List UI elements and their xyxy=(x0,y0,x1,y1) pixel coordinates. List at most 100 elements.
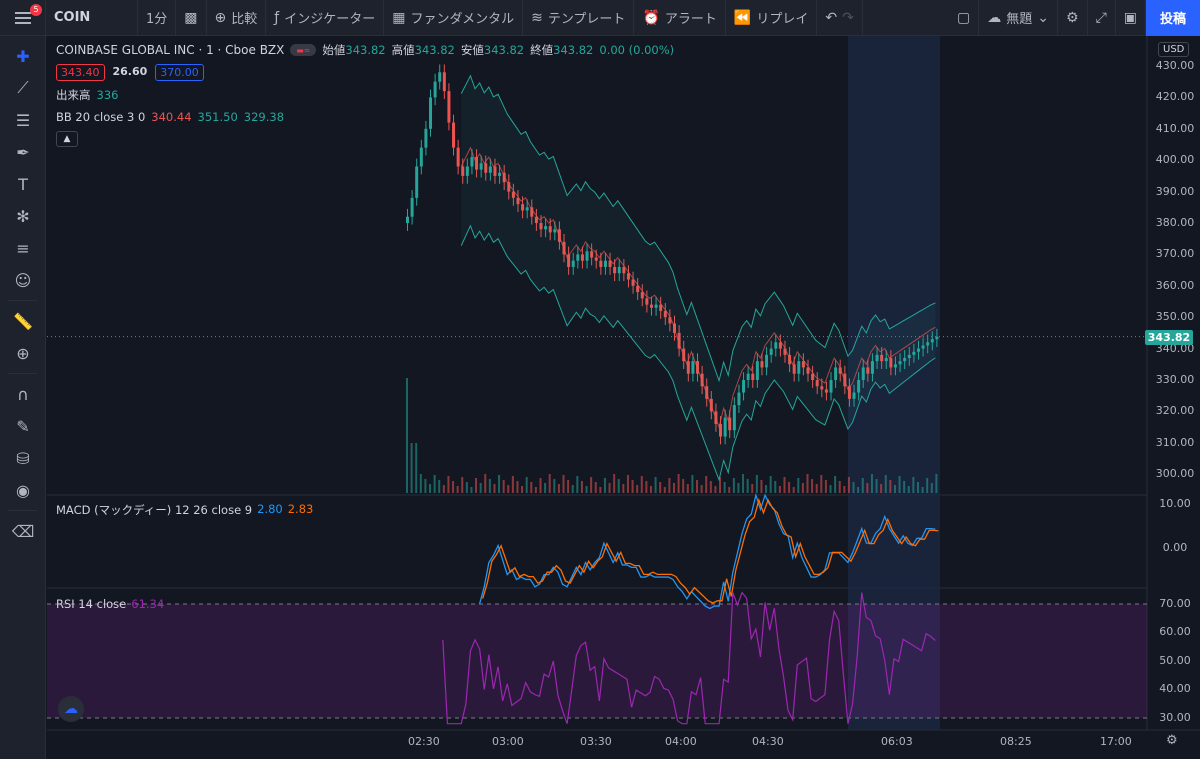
notification-badge: 5 xyxy=(30,3,42,16)
magnet-tool[interactable]: ∩ xyxy=(0,378,46,410)
candle-body xyxy=(576,254,580,261)
rsi-legend: RSI 14 close 61.34 xyxy=(56,597,164,611)
price-tick-label: 360.00 xyxy=(1155,278,1195,292)
pattern-tool[interactable]: ✻ xyxy=(0,200,46,232)
cloud-logo-icon: ☁ xyxy=(64,701,78,717)
fundamentals-button[interactable]: ▦ ファンダメンタル xyxy=(384,0,524,36)
legend-visibility-toggle[interactable]: ▬≈ xyxy=(290,44,317,56)
macd-tick-label: 10.00 xyxy=(1159,497,1191,510)
gear-icon: ⚙ xyxy=(1166,733,1178,748)
candle-body xyxy=(654,304,658,308)
collapse-legend-button[interactable]: ▲ xyxy=(56,131,78,147)
volume-bar xyxy=(728,487,731,493)
undo-button[interactable]: ↶ ↷ xyxy=(817,0,863,36)
candle-body xyxy=(732,405,736,431)
candle-body xyxy=(898,361,902,365)
tradingview-logo[interactable]: ☁ xyxy=(58,696,84,722)
main-menu-button[interactable]: 5 xyxy=(0,0,46,36)
text-tool[interactable]: T xyxy=(0,168,46,200)
measure-tool[interactable]: 📏 xyxy=(0,305,46,337)
plus-circle-icon: ⊕ xyxy=(214,9,227,26)
zoom-tool[interactable]: ⊕ xyxy=(0,337,46,369)
hide-tool[interactable]: ◉ xyxy=(0,474,46,506)
candle-body xyxy=(613,266,617,274)
candle-body xyxy=(935,336,939,340)
time-tick-label: 04:00 xyxy=(665,735,697,748)
templates-button[interactable]: ≋ テンプレート xyxy=(523,0,635,36)
eye-icon: ◉ xyxy=(16,480,30,500)
volume-bar xyxy=(884,475,887,493)
chart-type-button[interactable]: ▩ xyxy=(176,0,207,36)
volume-bar xyxy=(544,483,547,493)
redo-icon[interactable]: ↷ xyxy=(842,9,854,26)
candle-body xyxy=(926,342,930,346)
volume-bar xyxy=(778,486,781,493)
prediction-tool[interactable]: ≡ xyxy=(0,232,46,264)
volume-bar xyxy=(824,480,827,493)
volume-bar xyxy=(622,484,625,493)
fullscreen-button[interactable]: ⤢ xyxy=(1088,0,1116,36)
lock-drawing-tool[interactable]: ✎ xyxy=(0,410,46,442)
fullscreen-icon: ⤢ xyxy=(1095,9,1107,26)
volume-bar xyxy=(691,475,694,493)
volume-bar xyxy=(742,474,745,493)
candle-body xyxy=(548,226,552,233)
indicators-button[interactable]: ƒ インジケーター xyxy=(266,0,385,36)
compare-button[interactable]: ⊕ 比較 xyxy=(207,0,267,36)
candle-body xyxy=(907,354,911,359)
layout-name-dropdown[interactable]: ☁ 無題 ⌄ xyxy=(979,0,1058,36)
layout-button[interactable]: ▢ xyxy=(949,0,980,36)
price-tick-label: 430.00 xyxy=(1155,59,1195,72)
settings-button[interactable]: ⚙ xyxy=(1058,0,1088,36)
emoji-tool[interactable]: ☺ xyxy=(0,264,46,296)
currency-label[interactable]: USD xyxy=(1158,42,1190,57)
chart-canvas[interactable] xyxy=(47,36,1200,759)
volume-bar xyxy=(479,483,482,493)
toolbar-divider xyxy=(8,510,37,511)
candle-body xyxy=(649,304,653,308)
volume-bar xyxy=(935,474,938,493)
crosshair-tool[interactable]: ✚ xyxy=(0,40,46,72)
volume-bar xyxy=(498,475,501,493)
candle-body xyxy=(599,260,603,267)
candle-body xyxy=(774,342,778,349)
volume-value: 336 xyxy=(96,88,119,102)
axis-settings-button[interactable]: ⚙ xyxy=(1166,733,1178,748)
macd-legend: MACD (マックディー) 12 26 close 9 2.80 2.83 xyxy=(56,502,313,518)
volume-bar xyxy=(415,443,418,493)
interval-button[interactable]: 1分 xyxy=(138,0,177,36)
volume-bar xyxy=(847,477,850,493)
time-tick-label: 03:30 xyxy=(580,735,612,748)
candle-body xyxy=(521,204,525,211)
buy-price-box[interactable]: 370.00 xyxy=(155,64,204,81)
lock-tool[interactable]: ⛁ xyxy=(0,442,46,474)
gear-icon: ⚙ xyxy=(1066,9,1079,26)
volume-bar xyxy=(926,478,929,493)
rsi-value: 61.34 xyxy=(131,597,165,611)
brush-tool[interactable]: ✒ xyxy=(0,136,46,168)
macd-line xyxy=(479,492,936,610)
candle-body xyxy=(530,207,534,217)
candle-body xyxy=(737,392,741,406)
magnet-icon: ∩ xyxy=(17,384,29,404)
candle-body xyxy=(811,373,815,380)
candle-body xyxy=(847,386,851,399)
candle-body xyxy=(765,354,769,368)
fib-tool[interactable]: ☰ xyxy=(0,104,46,136)
undo-icon: ↶ xyxy=(825,9,838,26)
toolbar-divider xyxy=(8,300,37,301)
macd-signal-line xyxy=(482,497,939,604)
candle-body xyxy=(820,386,824,390)
volume-bar xyxy=(732,478,735,493)
symbol-search-button[interactable]: COIN xyxy=(46,0,138,36)
templates-label: テンプレート xyxy=(547,12,626,27)
post-button[interactable]: 投稿 xyxy=(1146,0,1200,36)
replay-button[interactable]: ⏪ リプレイ xyxy=(726,0,818,36)
snapshot-button[interactable]: ▣ xyxy=(1116,0,1146,36)
alerts-button[interactable]: ⏰ アラート xyxy=(634,0,726,36)
trendline-tool[interactable]: ⟋ xyxy=(0,72,46,104)
candle-body xyxy=(544,226,548,230)
sell-price-box[interactable]: 343.40 xyxy=(56,64,105,81)
delete-tool[interactable]: ⌫ xyxy=(0,515,46,547)
volume-bar xyxy=(557,484,560,493)
